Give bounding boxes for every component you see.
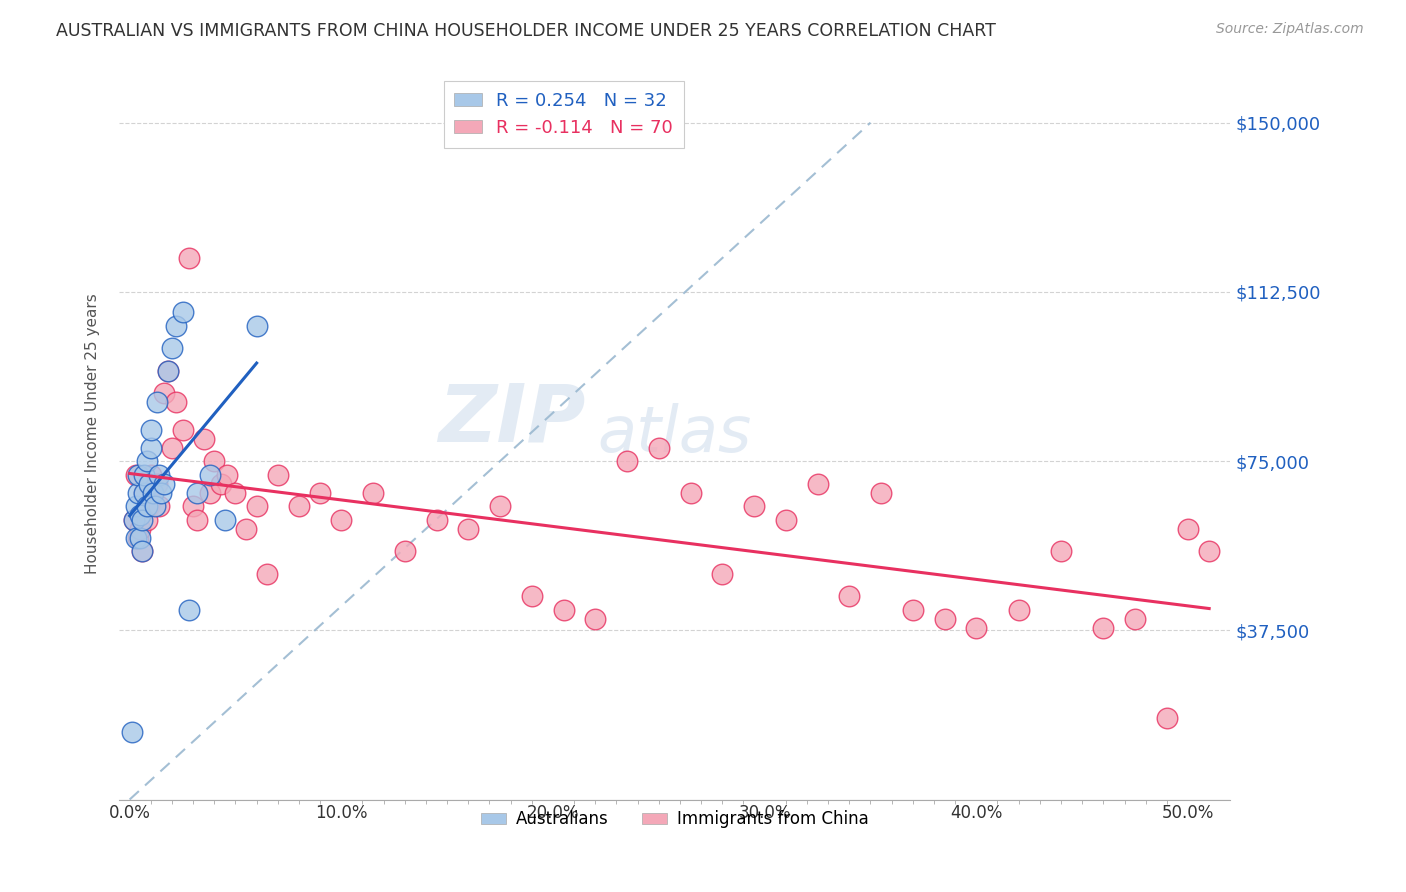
Point xyxy=(129,531,152,545)
Point xyxy=(246,500,269,514)
Point xyxy=(1050,544,1073,558)
Point xyxy=(138,476,160,491)
Point xyxy=(122,513,145,527)
Point xyxy=(165,395,187,409)
Point xyxy=(186,513,208,527)
Point xyxy=(131,544,153,558)
Point xyxy=(235,522,257,536)
Point xyxy=(520,590,543,604)
Point xyxy=(160,341,183,355)
Point xyxy=(742,500,765,514)
Point xyxy=(215,467,238,482)
Point xyxy=(648,441,671,455)
Point xyxy=(143,500,166,514)
Point xyxy=(553,603,575,617)
Point xyxy=(172,423,194,437)
Point xyxy=(152,476,174,491)
Point xyxy=(148,467,170,482)
Point xyxy=(165,318,187,333)
Point xyxy=(122,513,145,527)
Text: Source: ZipAtlas.com: Source: ZipAtlas.com xyxy=(1216,22,1364,37)
Point xyxy=(127,467,149,482)
Point xyxy=(246,318,269,333)
Point xyxy=(135,500,157,514)
Point xyxy=(152,386,174,401)
Point xyxy=(186,485,208,500)
Point xyxy=(616,454,638,468)
Point xyxy=(1123,612,1146,626)
Point xyxy=(134,485,156,500)
Point xyxy=(361,485,384,500)
Point xyxy=(457,522,479,536)
Point xyxy=(142,485,165,500)
Point xyxy=(148,500,170,514)
Point xyxy=(711,566,734,581)
Point xyxy=(125,531,148,545)
Point xyxy=(135,454,157,468)
Point xyxy=(139,441,162,455)
Point xyxy=(138,500,160,514)
Point xyxy=(583,612,606,626)
Point xyxy=(309,485,332,500)
Point xyxy=(125,500,148,514)
Point xyxy=(134,485,156,500)
Point xyxy=(1156,711,1178,725)
Point xyxy=(489,500,512,514)
Point xyxy=(121,724,143,739)
Point xyxy=(1177,522,1199,536)
Point xyxy=(934,612,956,626)
Point xyxy=(177,251,200,265)
Point xyxy=(256,566,278,581)
Point xyxy=(394,544,416,558)
Point xyxy=(209,476,232,491)
Point xyxy=(330,513,353,527)
Y-axis label: Householder Income Under 25 years: Householder Income Under 25 years xyxy=(86,293,100,574)
Point xyxy=(965,621,987,635)
Point xyxy=(156,364,179,378)
Point xyxy=(679,485,702,500)
Point xyxy=(901,603,924,617)
Point xyxy=(198,467,221,482)
Text: atlas: atlas xyxy=(598,403,751,465)
Point xyxy=(193,432,215,446)
Point xyxy=(127,531,149,545)
Point xyxy=(146,476,169,491)
Point xyxy=(134,467,156,482)
Point xyxy=(838,590,860,604)
Point xyxy=(129,508,152,523)
Point xyxy=(202,454,225,468)
Point xyxy=(425,513,447,527)
Point xyxy=(1008,603,1031,617)
Point xyxy=(129,522,152,536)
Point xyxy=(125,467,148,482)
Point xyxy=(156,364,179,378)
Point xyxy=(214,513,236,527)
Point xyxy=(172,305,194,319)
Legend: Australians, Immigrants from China: Australians, Immigrants from China xyxy=(474,804,876,835)
Point xyxy=(135,513,157,527)
Text: ZIP: ZIP xyxy=(439,380,586,458)
Point xyxy=(177,603,200,617)
Point xyxy=(181,500,204,514)
Point xyxy=(806,476,828,491)
Point xyxy=(146,395,169,409)
Point xyxy=(139,423,162,437)
Point xyxy=(1198,544,1220,558)
Text: AUSTRALIAN VS IMMIGRANTS FROM CHINA HOUSEHOLDER INCOME UNDER 25 YEARS CORRELATIO: AUSTRALIAN VS IMMIGRANTS FROM CHINA HOUS… xyxy=(56,22,995,40)
Point xyxy=(127,485,149,500)
Point xyxy=(198,485,221,500)
Point xyxy=(131,544,153,558)
Point xyxy=(131,513,153,527)
Point xyxy=(870,485,893,500)
Point xyxy=(160,441,183,455)
Point xyxy=(142,485,165,500)
Point xyxy=(1092,621,1115,635)
Point xyxy=(150,485,173,500)
Point xyxy=(775,513,797,527)
Point xyxy=(139,467,162,482)
Point xyxy=(288,500,311,514)
Point xyxy=(224,485,246,500)
Point xyxy=(267,467,290,482)
